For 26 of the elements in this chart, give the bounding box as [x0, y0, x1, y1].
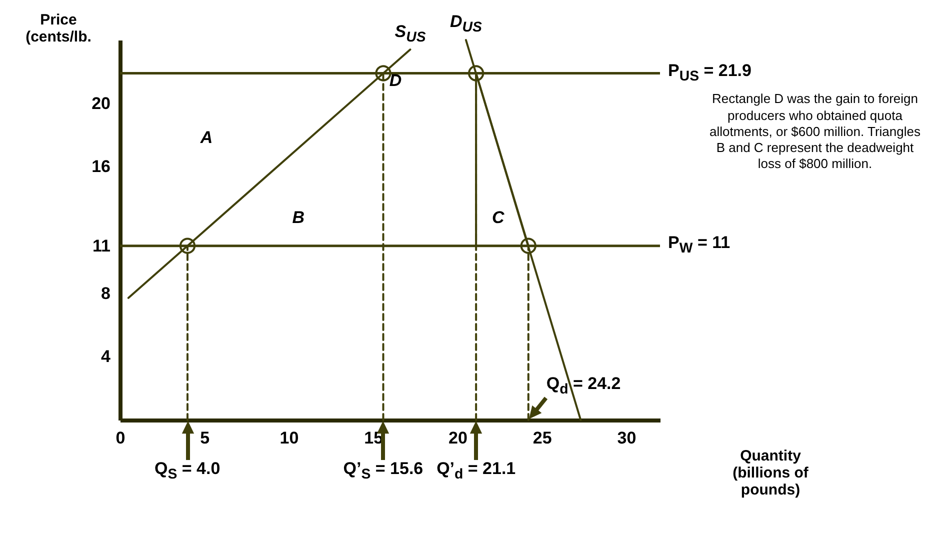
annotation: Q’$_{S}$ = 15.6 [343, 459, 424, 483]
text: Rectangle D was the gain to foreign producers who obtained quota allotments, or $600 million. Triangles B and C represent the deadweight loss of $800 million. [708, 91, 922, 172]
annotation: A [200, 128, 213, 148]
y-tick-label: 16 [92, 157, 110, 176]
x-tick-label: 0 [116, 428, 126, 448]
ref-line-label: P$_{US}$ = 21.9 [668, 60, 752, 85]
x-axis-title: Quantity (billions of pounds) [732, 448, 810, 498]
annotation: C [492, 208, 504, 228]
y-tick-label: 11 [92, 236, 110, 256]
annotation: Q$_{d}$ = 24.2 [546, 374, 621, 398]
series-label: D$_{US}$ [450, 12, 482, 36]
x-tick-label: 10 [280, 428, 299, 448]
annotation: Q’$_{d}$ = 21.1 [436, 459, 516, 483]
annotation: B [292, 208, 304, 228]
y-tick-label: 8 [101, 284, 110, 303]
y-tick-label: 4 [101, 347, 112, 366]
annotation: D [389, 71, 402, 91]
series-label: S$_{US}$ [394, 22, 426, 46]
annotation: Q$_{S}$ = 4.0 [154, 459, 220, 483]
x-tick-label: 20 [448, 428, 468, 448]
x-tick-label: 5 [200, 428, 210, 448]
y-tick-label: 20 [92, 94, 110, 113]
x-tick-label: 30 [617, 428, 636, 448]
y-axis-title: Price (cents/lb. [26, 12, 92, 46]
x-tick-label: 25 [532, 428, 552, 448]
ref-line-label: P$_{W}$ = 11 [668, 233, 730, 258]
